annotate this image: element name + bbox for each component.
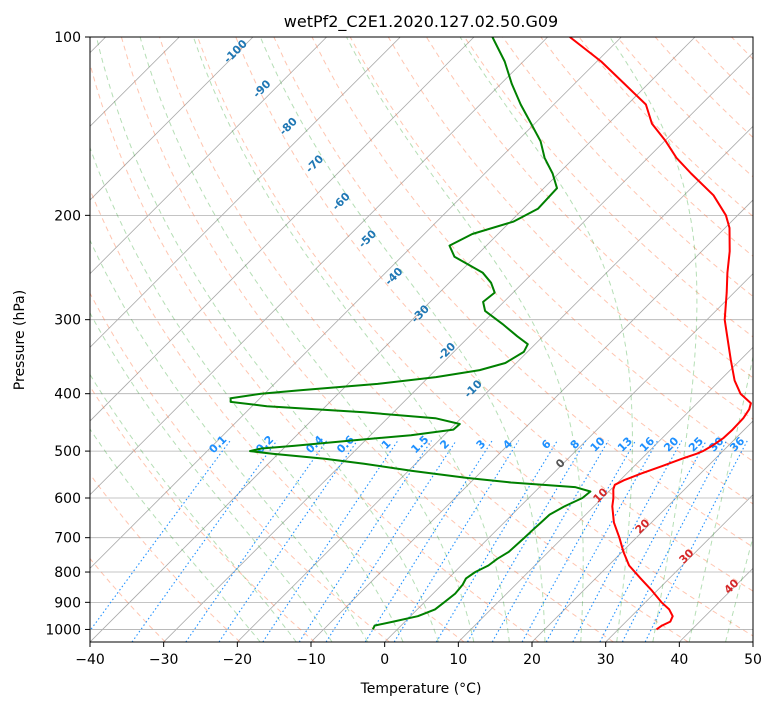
moist-adiabat-line [139,37,475,642]
isotherm-line [163,52,753,642]
plot-frame [89,36,754,643]
x-tick-label: −40 [75,652,105,668]
dry-adiabat-lines [90,37,753,642]
dry-adiabat-line [349,37,753,462]
moist-adiabat-line [90,311,333,642]
mixing-ratio-line [90,440,231,632]
dry-adiabat-line [235,37,753,592]
isotherm-line [90,37,327,275]
x-axis-ticks: −40 −30 −20 −10 0 10 20 30 40 50 [75,642,762,668]
mixing-ratio-line [435,440,558,642]
moist-adiabat-line [90,239,369,642]
x-tick-label: −10 [296,652,326,668]
y-tick-label: 300 [54,313,81,329]
dewpoint-profile-line [229,37,592,630]
x-tick-label: 0 [380,652,389,668]
moist-adiabat-line [90,373,297,642]
moist-adiabat-line [259,37,546,642]
chart-title: wetPf2_C2E1.2020.127.02.50.G09 [284,12,558,32]
dry-adiabat-line [90,557,166,642]
moist-adiabat-line [192,37,510,642]
mixing-ratio-line [364,440,493,642]
sounding-series [229,37,752,631]
x-tick-label: 30 [597,652,615,668]
x-tick-label: 20 [523,652,541,668]
isotherm-line [384,273,753,642]
dry-adiabat-line [311,37,753,505]
y-tick-label: 900 [54,595,81,611]
mixing-ratio-lines [90,440,748,642]
mixing-ratio-line [131,440,278,642]
dry-adiabat-line [273,37,753,548]
isotherm-lines [90,37,753,642]
temperature-profile-line [569,37,752,631]
dry-adiabat-line [90,385,316,642]
x-tick-label: −20 [223,652,253,668]
dry-adiabat-line [197,37,753,637]
y-axis-label: Pressure (hPa) [12,290,28,390]
isobar-gridlines [90,37,753,630]
x-tick-label: 50 [744,652,762,668]
dry-adiabat-line [159,37,689,642]
mixing-ratio-line [521,440,637,642]
dry-adiabat-line [90,292,390,642]
mixing-ratio-line [467,440,587,642]
moist-adiabat-lines [90,37,753,642]
mixing-ratio-line [298,440,432,642]
isotherm-line [90,37,622,569]
x-tick-label: 10 [449,652,467,668]
isotherm-line [458,346,753,642]
moist-adiabat-line [609,37,698,642]
isotherm-line [237,125,753,642]
mixing-ratio-line [644,440,748,642]
y-tick-label: 600 [54,491,81,507]
isotherm-line [310,199,753,642]
moist-adiabat-line [90,146,404,642]
x-tick-label: 40 [670,652,688,668]
y-tick-label: 200 [54,208,81,224]
y-tick-label: 1000 [45,622,81,638]
y-tick-label: 700 [54,531,81,547]
moist-adiabat-line [345,37,584,642]
dry-adiabat-line [90,188,465,642]
isotherm-line [90,37,475,422]
mixing-ratio-line [572,440,683,642]
y-tick-label: 100 [54,30,81,46]
dry-adiabat-line [90,62,540,642]
moist-adiabat-line [90,428,261,642]
y-tick-label: 800 [54,565,81,581]
isotherm-line [90,37,254,201]
isotherm-line [531,420,753,642]
x-axis-label: Temperature (°C) [360,681,482,697]
isotherm-line [605,494,753,642]
isotherm-line [90,37,401,348]
y-tick-label: 500 [54,444,81,460]
mixing-ratio-line [325,440,457,642]
isotherm-line [90,37,548,496]
isotherm-line [90,37,696,642]
y-axis-ticks: 1000 900 800 700 600 500 400 300 200 100 [45,30,90,638]
mixing-ratio-line [545,440,659,642]
mixing-ratio-line [262,440,399,642]
moist-adiabat-line [95,37,439,642]
x-tick-label: −30 [149,652,179,668]
dry-adiabat-line [464,37,753,338]
y-tick-label: 400 [54,387,81,403]
dry-adiabat-line [90,473,241,642]
mixing-ratio-line [491,440,609,642]
mixing-ratio-line [185,440,328,642]
dry-adiabat-line [120,37,614,642]
